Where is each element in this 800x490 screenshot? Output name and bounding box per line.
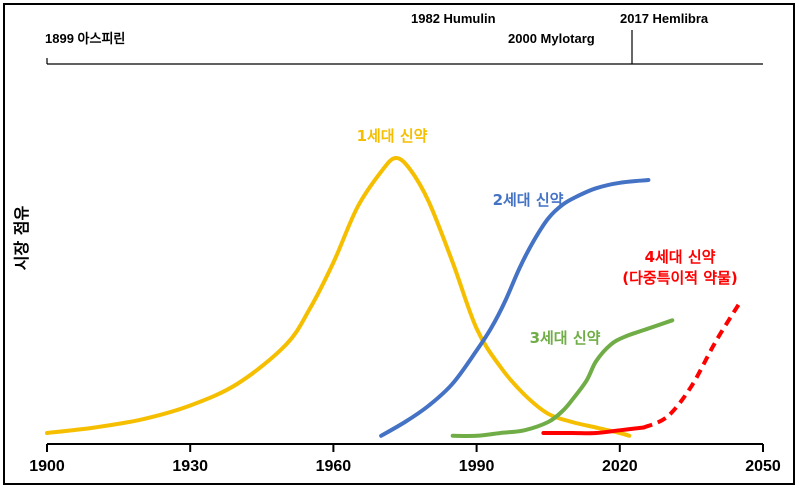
milestone-label: 2000 Mylotarg bbox=[508, 31, 595, 46]
x-tick-label: 1990 bbox=[459, 458, 495, 475]
series-label: 2세대 신약 bbox=[493, 191, 564, 209]
x-tick-label: 1960 bbox=[316, 458, 352, 475]
x-tick-label: 2050 bbox=[745, 458, 781, 475]
series-line bbox=[541, 425, 646, 436]
milestone-label: 1982 Humulin bbox=[411, 11, 496, 26]
milestone-label: 1899 아스피린 bbox=[45, 31, 125, 46]
series-lines bbox=[45, 155, 741, 438]
series-label: 3세대 신약 bbox=[530, 329, 601, 347]
series-label: 4세대 신약 bbox=[645, 248, 716, 266]
series-line bbox=[450, 318, 675, 438]
milestone-label: 2017 Hemlibra bbox=[620, 11, 709, 26]
y-axis-label: 시장 점유 bbox=[12, 205, 31, 270]
x-tick-label: 1900 bbox=[29, 458, 65, 475]
series-line bbox=[379, 178, 651, 438]
x-axis: 1900 1930 1960 1990 2020 2050 bbox=[29, 443, 781, 475]
milestone-timeline: 1899 아스피린 1982 Humulin 2000 Mylotarg 2017 H… bbox=[45, 11, 763, 65]
series-line bbox=[45, 155, 632, 438]
x-tick-label: 1930 bbox=[172, 458, 208, 475]
chart-frame bbox=[3, 3, 795, 485]
series-labels: 1세대 신약 2세대 신약 3세대 신약 4세대 신약 (다중특이적 약물) bbox=[357, 127, 738, 347]
x-tick-label: 2020 bbox=[602, 458, 638, 475]
series-label: (다중특이적 약물) bbox=[622, 269, 738, 287]
series-label: 1세대 신약 bbox=[357, 127, 428, 145]
series-line-projection bbox=[642, 302, 741, 430]
